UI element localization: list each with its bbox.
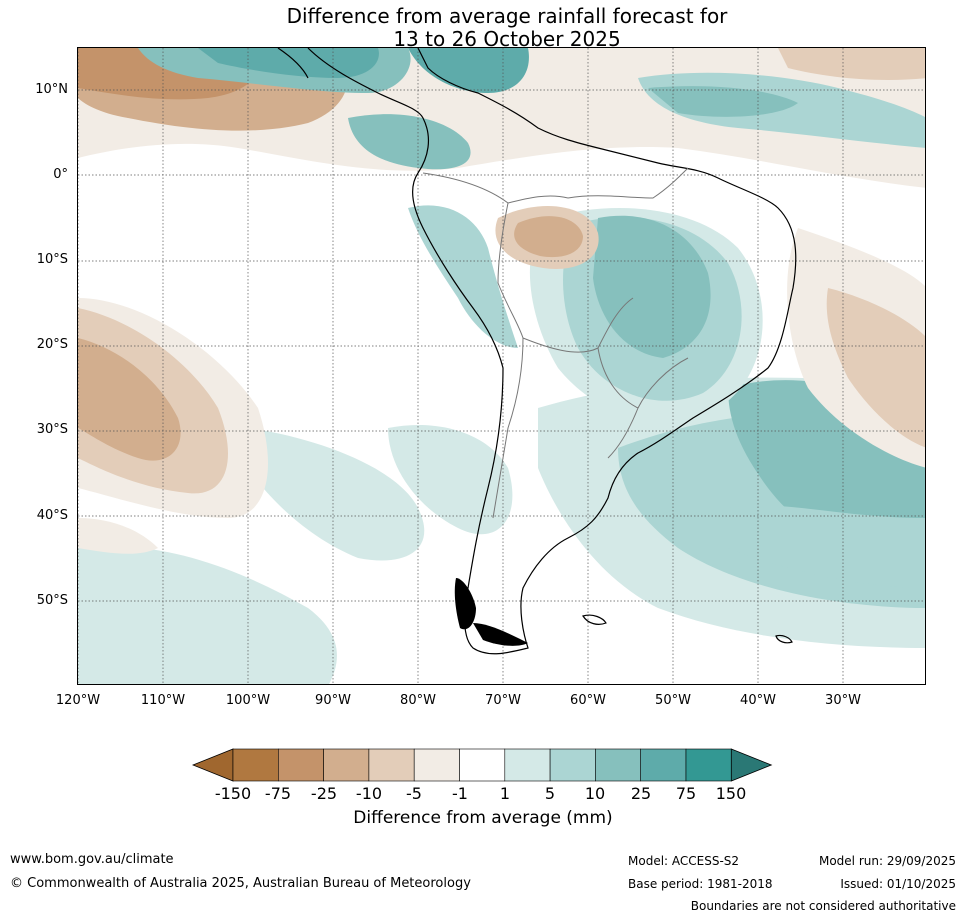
colorbar-segment	[413, 748, 460, 782]
colorbar-tick: 5	[544, 784, 556, 803]
colorbar	[191, 748, 774, 782]
colorbar-segment	[595, 748, 641, 782]
anomaly-region	[408, 205, 518, 348]
anomaly-region	[593, 215, 711, 358]
lat-label: 20°S	[36, 337, 68, 352]
colorbar-arrow-high	[730, 748, 773, 782]
colorbar-tick: 1	[499, 784, 511, 803]
anomaly-region	[514, 216, 583, 258]
model-name: Model: ACCESS-S2	[628, 854, 740, 868]
lat-label: 10°S	[36, 252, 68, 267]
anomaly-region	[348, 114, 471, 170]
lon-label: 90°W	[315, 693, 351, 708]
legend-title: Difference from average (mm)	[353, 808, 613, 828]
colorbar-tick: 75	[675, 784, 697, 803]
lat-label: 0°	[53, 167, 68, 182]
base-period: Base period: 1981-2018	[628, 877, 773, 891]
colorbar-tick: -10	[355, 784, 383, 803]
lon-label: 40°W	[740, 693, 776, 708]
colorbar-segment	[232, 748, 279, 782]
colorbar-tick: -75	[264, 784, 292, 803]
lon-label: 30°W	[825, 693, 861, 708]
anomaly-region	[388, 424, 513, 535]
rainfall-anomaly-map	[77, 47, 926, 685]
colorbar-segment	[685, 748, 732, 782]
lon-label: 80°W	[400, 693, 436, 708]
colorbar-tick: -5	[406, 784, 422, 803]
colorbar-tick: 25	[630, 784, 652, 803]
lon-label: 60°W	[570, 693, 606, 708]
colorbar-segment	[504, 748, 551, 782]
colorbar-tick: -150	[214, 784, 252, 803]
copyright-text: © Commonwealth of Australia 2025, Austra…	[10, 876, 471, 891]
model-run: Model run: 29/09/2025	[818, 854, 956, 868]
colorbar-segment	[368, 748, 415, 782]
title-line-1: Difference from average rainfall forecas…	[286, 4, 728, 28]
colorbar-segment	[549, 748, 596, 782]
boundaries-disclaimer: Boundaries are not considered authoritat…	[690, 899, 956, 913]
colorbar-arrow-low	[191, 748, 234, 782]
anomaly-region	[648, 86, 798, 117]
lat-label: 10°N	[35, 82, 68, 97]
lon-label: 110°W	[140, 693, 186, 708]
anomaly-region	[728, 505, 925, 588]
country-borders	[422, 167, 689, 519]
colorbar-segment	[323, 748, 370, 782]
anomaly-region	[198, 48, 379, 78]
anomaly-region	[78, 546, 337, 684]
anomaly-region	[778, 48, 925, 80]
colorbar-tick: 150	[715, 784, 747, 803]
coastline	[277, 48, 797, 655]
colorbar-segment	[459, 748, 506, 782]
website-link[interactable]: www.bom.gov.au/climate	[10, 852, 174, 867]
lon-label: 50°W	[655, 693, 691, 708]
issued-date: Issued: 01/10/2025	[840, 877, 956, 891]
colorbar-tick: 10	[584, 784, 606, 803]
anomaly-region	[408, 48, 529, 93]
colorbar-segments	[191, 748, 773, 782]
lon-label: 70°W	[485, 693, 521, 708]
anomaly-region	[78, 518, 158, 554]
lat-label: 40°S	[36, 508, 68, 523]
colorbar-svg	[191, 748, 773, 782]
lat-label: 50°S	[36, 593, 68, 608]
title-line-2: 13 to 26 October 2025	[393, 27, 621, 51]
colorbar-tick: -1	[452, 784, 468, 803]
graticule	[78, 48, 925, 684]
island-cluster	[454, 578, 528, 646]
lat-label: 30°S	[36, 422, 68, 437]
map-svg	[78, 48, 925, 684]
colorbar-segment	[640, 748, 687, 782]
anomaly-region	[826, 288, 925, 448]
lon-label: 100°W	[225, 693, 271, 708]
anomaly-fields	[78, 48, 925, 684]
colorbar-segment	[278, 748, 324, 782]
lon-label: 120°W	[55, 693, 101, 708]
anomaly-region	[78, 338, 181, 461]
colorbar-tick: -25	[310, 784, 338, 803]
anomaly-region	[248, 428, 425, 561]
